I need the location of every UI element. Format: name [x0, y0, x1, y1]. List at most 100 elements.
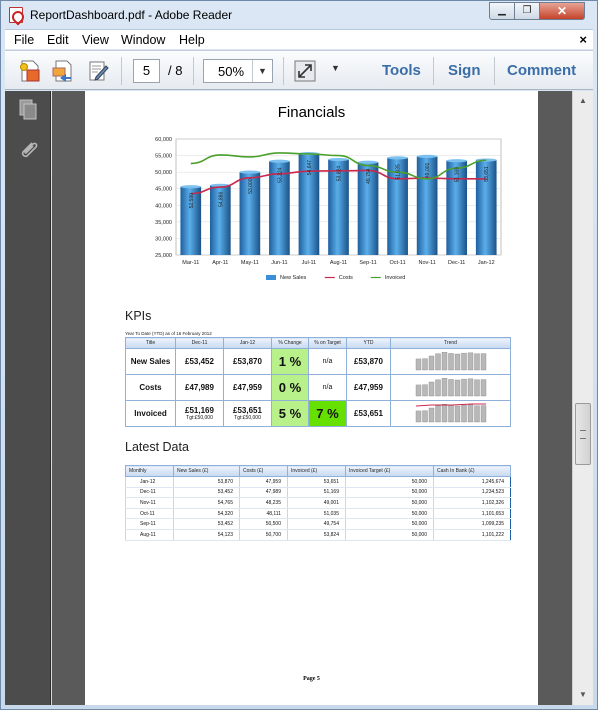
table-cell: Sep-11	[125, 518, 174, 530]
menu-file[interactable]: File	[14, 33, 35, 47]
table-cell: 53,452	[173, 518, 240, 530]
scrollbar-thumb[interactable]	[575, 403, 591, 465]
menu-help[interactable]: Help	[179, 33, 205, 47]
kpi-header: % Change	[271, 337, 309, 349]
kpi-row: Costs £47,989 £47,959 0 % n/a £47,959	[125, 374, 511, 401]
attachment-icon[interactable]	[17, 139, 39, 163]
window-title: ReportDashboard.pdf - Adobe Reader	[30, 8, 233, 22]
table-row: Nov-11 54,765 48,235 49,001 50,000 1,102,326	[125, 497, 511, 509]
legend-label: Costs	[339, 275, 353, 281]
minimize-button[interactable]: ▁	[489, 2, 515, 20]
document-area[interactable]: Financials 25,000 30,000 35,000 40,000 45,00…	[52, 91, 572, 705]
pages-icon[interactable]	[18, 99, 38, 121]
trend-bar	[460, 352, 467, 370]
tools-link[interactable]: Tools	[382, 62, 421, 79]
kpi-trend	[390, 400, 511, 427]
vertical-scrollbar[interactable]: ▲ ▼	[572, 91, 593, 705]
table-cell: 1,102,326	[433, 497, 511, 509]
legend-label: Invoiced	[385, 275, 406, 281]
trend-bar	[480, 378, 486, 396]
kpi-dec-value: £53,452	[185, 357, 214, 366]
toolbar-separator	[494, 57, 495, 85]
table-cell: Dec-11	[125, 487, 174, 499]
menu-window[interactable]: Window	[121, 33, 166, 47]
table-row: Oct-11 54,320 48,111 51,035 50,000 1,101,653	[125, 508, 511, 520]
table-cell: 50,000	[345, 529, 434, 541]
kpi-trend	[390, 374, 511, 401]
sales-bar	[446, 160, 468, 255]
sales-bar-top	[328, 157, 349, 162]
x-tick-label: Apr-11	[212, 260, 228, 266]
table-cell: 47,959	[239, 476, 288, 488]
data-header: Invoiced (£)	[287, 465, 346, 477]
table-cell: 54,320	[173, 508, 240, 520]
bar-data-label: 53,224	[277, 167, 283, 183]
kpi-ytd: £53,870	[346, 348, 391, 375]
trend-bar	[480, 352, 486, 370]
trend-bar	[415, 410, 421, 422]
trend-bar	[428, 355, 434, 370]
table-cell: 1,234,523	[433, 487, 511, 499]
trend-bar	[460, 404, 467, 422]
y-tick-label: 50,000	[155, 170, 172, 176]
page-number-input[interactable]: 5	[133, 59, 160, 83]
maximize-button[interactable]: ❐	[514, 2, 540, 20]
create-pdf-icon[interactable]	[19, 59, 41, 83]
table-cell: 50,000	[345, 487, 434, 499]
expand-icon[interactable]	[294, 59, 316, 83]
menu-edit[interactable]: Edit	[47, 33, 69, 47]
table-cell: 50,000	[345, 508, 434, 520]
page-footer: Page 5	[303, 676, 320, 682]
close-button[interactable]: ✕	[539, 2, 585, 20]
kpi-jan: £53,651 Tgt:£50,000	[223, 400, 272, 427]
kpi-jan-value: £53,651	[233, 406, 262, 415]
zoom-select[interactable]: 50% ▼	[203, 59, 273, 83]
trend-bar	[415, 358, 421, 370]
menu-view[interactable]: View	[82, 33, 109, 47]
table-cell: Jan-12	[125, 476, 174, 488]
sales-bar-top	[239, 170, 261, 174]
trend-bar	[415, 384, 421, 396]
title-bar[interactable]: ReportDashboard.pdf - Adobe Reader ▁ ❐ ✕	[1, 1, 597, 29]
x-tick-label: Jan-12	[478, 260, 495, 266]
trend-bar	[473, 378, 480, 396]
latest-data-table: Monthly New Sales (£) Costs (£) Invoiced…	[125, 465, 511, 541]
trend-bar	[434, 379, 441, 396]
sales-bar-top	[387, 156, 408, 160]
x-tick-label: Nov-11	[418, 260, 435, 266]
edit-icon[interactable]	[87, 59, 109, 83]
table-cell: 54,123	[173, 529, 240, 541]
x-tick-label: Sep-11	[359, 260, 376, 266]
kpi-header: Trend	[390, 337, 511, 349]
kpi-dec: £53,452	[175, 348, 224, 375]
kpi-header: Dec-11	[175, 337, 224, 349]
trend-bar	[421, 409, 428, 422]
kpis-subtitle: Year To Date (YTD) as of 16 February 201…	[125, 331, 212, 336]
sales-bar-top	[446, 159, 468, 163]
kpi-dec-value: £47,989	[185, 383, 214, 392]
sales-bar	[298, 153, 320, 255]
table-cell: 51,035	[287, 508, 346, 520]
close-document-button[interactable]: ×	[579, 32, 587, 47]
scroll-down-icon[interactable]: ▼	[579, 690, 587, 699]
comment-link[interactable]: Comment	[507, 62, 577, 79]
kpi-header: Jan-12	[223, 337, 272, 349]
toolbar: 5 / 8 50% ▼ ▼ Tools Sign Comment	[5, 50, 593, 90]
data-header: New Sales (£)	[173, 465, 240, 477]
scroll-up-icon[interactable]: ▲	[579, 96, 587, 105]
kpi-jan: £53,870	[223, 348, 272, 375]
chevron-down-icon[interactable]: ▼	[252, 60, 272, 82]
bar-data-label: 53,651	[484, 166, 490, 182]
share-icon[interactable]	[51, 59, 73, 83]
table-cell: 48,235	[239, 497, 288, 509]
toolbar-more-icon[interactable]: ▼	[331, 63, 340, 73]
latest-data-title: Latest Data	[125, 440, 189, 454]
data-header: Monthly	[125, 465, 174, 477]
kpi-header: YTD	[346, 337, 391, 349]
kpi-ytd: £53,651	[346, 400, 391, 427]
table-cell: 50,000	[345, 518, 434, 530]
sign-link[interactable]: Sign	[448, 62, 481, 79]
trend-bar	[467, 352, 473, 370]
kpi-target: n/a	[308, 348, 347, 375]
sales-bar-top	[269, 159, 290, 163]
